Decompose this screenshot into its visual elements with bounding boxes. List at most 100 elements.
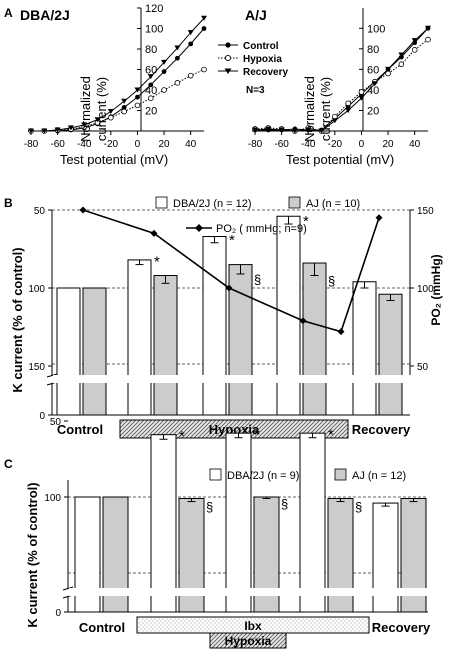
legend-a-hypoxia-marker — [224, 54, 232, 62]
iv-dba-point-recovery — [161, 59, 168, 65]
b-ytick-label: 150 — [28, 362, 45, 373]
iv-dba-point-hypoxia — [108, 114, 114, 121]
c-star: * — [328, 427, 334, 444]
aj-title: A/J — [245, 7, 267, 23]
c-ytick-label: 50 — [50, 417, 62, 428]
iv-dba-point-recovery — [201, 15, 207, 21]
iv-dba-ytick-label: 20 — [145, 106, 157, 118]
iv-aj-point-hypoxia — [411, 47, 418, 53]
iv-dba-series-recovery — [31, 17, 205, 132]
b-ytick-label: 100 — [28, 284, 45, 295]
iv-aj-point-recovery — [278, 127, 285, 133]
b-y2tick-label: 150 — [417, 206, 434, 217]
legend-b-aj-label: AJ (n = 10) — [306, 198, 360, 210]
legend-a-control-marker — [225, 42, 231, 48]
iv-dba-point-hypoxia — [147, 95, 154, 101]
iv-aj-ylabel-1: Normalized — [302, 76, 317, 142]
iv-dba-point-control — [174, 55, 180, 61]
b-ylabel: K current (% of control) — [10, 247, 25, 392]
iv-aj-point-hypoxia — [425, 36, 431, 43]
legend-b-po2-marker — [195, 224, 203, 232]
iv-aj-point-recovery — [305, 127, 312, 133]
legend-a-control-label: Control — [243, 41, 279, 52]
legend-c-aj-label: AJ (n = 12) — [352, 470, 406, 482]
iv-dba-xlabel: Test potential (mV) — [60, 152, 168, 167]
c-ytick-label: 100 — [44, 493, 61, 504]
b-break-mark-1 — [46, 373, 58, 378]
iv-aj-point-recovery — [331, 118, 338, 124]
iv-aj-point-recovery — [371, 81, 378, 87]
panel-c: C 0 50 100 * * * § § § K current (% of control)… — [4, 417, 432, 649]
c-bar-dba — [299, 432, 326, 613]
iv-aj-point-recovery — [358, 95, 365, 101]
iv-aj-xtick-label: -20 — [328, 139, 343, 150]
legend-b-dba-label: DBA/2J (n = 12) — [173, 198, 252, 210]
iv-dba-point-recovery — [134, 87, 141, 93]
b-y2tick-label: 100 — [417, 284, 434, 295]
iv-dba-xtick-label: -80 — [24, 139, 39, 150]
iv-dba-point-hypoxia — [174, 80, 181, 86]
iv-dba-ylabel-2: current (%) — [94, 77, 109, 141]
b-bar-aj — [153, 275, 178, 416]
iv-dba-point-hypoxia — [134, 102, 141, 109]
b-po2-point — [79, 206, 87, 214]
iv-aj-ytick-label: 20 — [367, 105, 379, 117]
panel-b: B 0 50 100 150 * * * § § 50 100 150 K current (% … — [4, 196, 443, 439]
iv-dba-point-recovery — [147, 74, 154, 80]
legend-c-aj-swatch — [334, 468, 347, 481]
iv-dba-point-recovery — [41, 128, 48, 134]
iv-aj-point-recovery — [425, 25, 431, 31]
b-recovery-label: Recovery — [352, 422, 411, 437]
iv-dba-point-recovery — [107, 109, 114, 115]
iv-dba-ylabel-1: Normalized — [78, 76, 93, 142]
iv-dba-point-recovery — [121, 98, 128, 104]
b-section: § — [328, 274, 335, 289]
iv-aj-series-control — [255, 27, 429, 131]
dba-title: DBA/2J — [20, 7, 70, 23]
iv-dba-series-control — [31, 28, 205, 132]
c-star: * — [179, 428, 185, 445]
c-bar-break — [69, 588, 427, 596]
iv-aj-ytick-label: 100 — [367, 23, 385, 35]
iv-aj-ytick-label: 60 — [367, 64, 379, 76]
c-bar-dba — [225, 432, 252, 613]
b-ytick-label: 0 — [39, 411, 45, 422]
iv-dba-point-recovery — [81, 122, 88, 128]
legend-b-po2-label: PO₂ ( mmHg; n=9) — [216, 223, 307, 235]
iv-dba-xtick-label: -60 — [50, 139, 65, 150]
iv-aj-point-recovery — [318, 128, 325, 134]
iv-aj-xtick-label: -40 — [301, 139, 316, 150]
b-y2label: PO₂ (mmHg) — [429, 254, 443, 325]
iv-dba-point-control — [201, 26, 207, 31]
b-po2-point — [337, 328, 345, 336]
b-section: § — [254, 272, 261, 287]
iv-dba-xtick-label: 40 — [185, 139, 197, 150]
legend-a-recovery-label: Recovery — [243, 67, 288, 78]
iv-dba-series-hypoxia — [31, 69, 205, 132]
iv-dba-point-recovery — [187, 30, 194, 36]
b-bar-dba — [202, 236, 227, 416]
iv-aj-xtick-label: -60 — [274, 139, 289, 150]
b-star: * — [154, 254, 160, 271]
iv-dba-xtick-label: 0 — [135, 139, 141, 150]
iv-dba-point-control — [121, 105, 127, 110]
iv-aj-point-hypoxia — [358, 89, 365, 95]
iv-aj-point-recovery — [345, 107, 352, 113]
iv-dba-point-control — [161, 69, 167, 74]
iv-dba-point-recovery — [67, 125, 74, 131]
b-po2-line — [82, 209, 380, 333]
c-ibx-label: Ibx — [244, 619, 262, 633]
iv-dba-xtick-label: 20 — [159, 139, 171, 150]
c-bar-dba — [150, 434, 177, 613]
iv-aj-xtick-label: -80 — [248, 139, 263, 150]
legend-a-hypoxia-label: Hypoxia — [243, 54, 282, 65]
b-bar-aj — [228, 264, 253, 416]
c-section: § — [206, 500, 213, 515]
iv-aj-xtick-label: 20 — [383, 139, 395, 150]
iv-aj-point-recovery — [411, 38, 418, 44]
iv-dba-point-hypoxia — [121, 108, 127, 115]
legend-c-dba-label: DBA/2J (n = 9) — [227, 470, 299, 482]
